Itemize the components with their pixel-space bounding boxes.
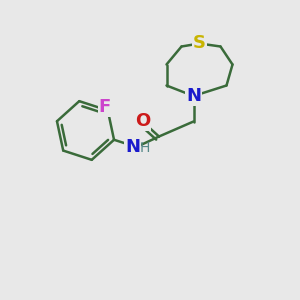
Text: S: S [193, 34, 206, 52]
Text: H: H [140, 141, 150, 155]
Text: N: N [125, 138, 140, 156]
Text: F: F [99, 98, 111, 116]
Text: N: N [186, 87, 201, 105]
Text: O: O [135, 112, 150, 130]
